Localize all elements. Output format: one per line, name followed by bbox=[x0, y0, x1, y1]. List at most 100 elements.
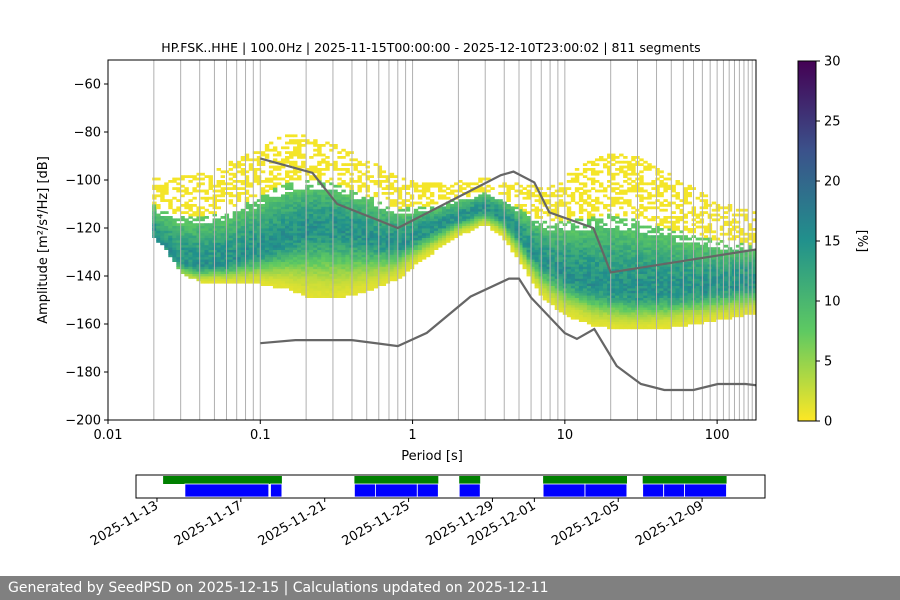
heatmap-cell bbox=[228, 230, 234, 234]
heatmap-cell bbox=[232, 165, 238, 169]
heatmap-cell bbox=[534, 271, 540, 274]
heatmap-cell bbox=[317, 278, 322, 282]
heatmap-cell bbox=[220, 278, 226, 282]
heatmap-cell bbox=[550, 235, 556, 238]
heatmap-cell bbox=[518, 213, 523, 217]
heatmap-cell bbox=[280, 146, 286, 150]
heatmap-cell bbox=[188, 273, 193, 277]
heatmap-cell bbox=[289, 206, 294, 210]
heatmap-cell bbox=[627, 288, 632, 291]
heatmap-cell bbox=[389, 256, 395, 260]
heatmap-cell bbox=[381, 252, 387, 255]
heatmap-cell bbox=[329, 266, 334, 270]
heatmap-cell bbox=[313, 295, 318, 298]
heatmap-cell bbox=[204, 259, 209, 262]
heatmap-cell bbox=[329, 292, 334, 296]
heatmap-cell bbox=[417, 194, 423, 198]
heatmap-cell bbox=[590, 283, 596, 286]
heatmap-cell bbox=[341, 213, 346, 217]
heatmap-cell bbox=[176, 182, 181, 186]
heatmap-cell bbox=[341, 194, 346, 198]
heatmap-cell bbox=[554, 189, 560, 193]
heatmap-cell bbox=[462, 216, 467, 219]
heatmap-cell bbox=[345, 151, 350, 154]
heatmap-cell bbox=[574, 218, 580, 222]
heatmap-cell bbox=[361, 220, 366, 224]
heatmap-cell bbox=[276, 278, 282, 282]
heatmap-cell bbox=[417, 235, 423, 238]
heatmap-cell bbox=[409, 244, 415, 248]
heatmap-cell bbox=[285, 278, 290, 282]
heatmap-cell bbox=[582, 268, 588, 272]
heatmap-cell bbox=[631, 307, 636, 310]
heatmap-cell bbox=[232, 280, 238, 284]
heatmap-cell bbox=[651, 288, 656, 291]
heatmap-cell bbox=[188, 242, 193, 246]
heatmap-cell bbox=[260, 170, 266, 174]
heatmap-cell bbox=[619, 196, 624, 200]
heatmap-cell bbox=[627, 295, 632, 298]
heatmap-cell bbox=[289, 254, 294, 258]
heatmap-cell bbox=[285, 175, 290, 178]
heatmap-cell bbox=[293, 240, 298, 243]
heatmap-cell bbox=[329, 288, 334, 291]
heatmap-cell bbox=[494, 225, 499, 229]
heatmap-cell bbox=[639, 235, 644, 238]
heatmap-cell bbox=[325, 160, 330, 164]
heatmap-cell bbox=[329, 264, 334, 267]
heatmap-cell bbox=[272, 184, 278, 188]
heatmap-cell bbox=[417, 256, 423, 260]
heatmap-cell bbox=[611, 302, 616, 306]
heatmap-cell bbox=[566, 232, 572, 236]
heatmap-cell bbox=[260, 280, 266, 284]
heatmap-cell bbox=[385, 184, 391, 188]
heatmap-cell bbox=[590, 292, 596, 296]
heatmap-cell bbox=[582, 192, 588, 195]
heatmap-cell bbox=[619, 168, 624, 171]
heatmap-cell bbox=[216, 189, 222, 193]
heatmap-cell bbox=[623, 266, 628, 270]
heatmap-cell bbox=[594, 206, 600, 210]
heatmap-cell bbox=[204, 192, 209, 195]
heatmap-cell bbox=[361, 254, 366, 258]
heatmap-cell bbox=[196, 184, 201, 188]
heatmap-cell bbox=[663, 276, 668, 279]
heatmap-cell bbox=[667, 319, 672, 322]
heatmap-cell bbox=[293, 235, 298, 238]
heatmap-cell bbox=[570, 273, 576, 277]
heatmap-cell bbox=[317, 177, 322, 181]
heatmap-cell bbox=[321, 288, 326, 291]
heatmap-cell bbox=[305, 216, 310, 219]
heatmap-cell bbox=[627, 304, 632, 308]
heatmap-cell bbox=[345, 182, 350, 186]
heatmap-cell bbox=[377, 247, 383, 250]
heatmap-cell bbox=[289, 266, 294, 270]
heatmap-cell bbox=[437, 187, 443, 190]
heatmap-cell bbox=[578, 187, 584, 190]
heatmap-cell bbox=[603, 163, 608, 166]
heatmap-cell bbox=[256, 244, 262, 248]
heatmap-cell bbox=[526, 240, 531, 243]
heatmap-cell bbox=[433, 244, 439, 248]
heatmap-cell bbox=[615, 213, 620, 217]
heatmap-cell bbox=[325, 141, 330, 145]
heatmap-cell bbox=[317, 220, 322, 224]
heatmap-cell bbox=[405, 237, 411, 241]
heatmap-cell bbox=[615, 230, 620, 234]
heatmap-cell bbox=[301, 192, 306, 195]
heatmap-cell bbox=[506, 242, 511, 246]
heatmap-cell bbox=[490, 213, 495, 217]
heatmap-cell bbox=[301, 242, 306, 246]
heatmap-cell bbox=[321, 276, 326, 279]
heatmap-cell bbox=[244, 252, 250, 255]
heatmap-cell bbox=[276, 240, 282, 243]
heatmap-cell bbox=[659, 218, 664, 222]
heatmap-cell bbox=[514, 240, 519, 243]
heatmap-cell bbox=[272, 146, 278, 150]
heatmap-cell bbox=[663, 204, 668, 207]
heatmap-cell bbox=[309, 194, 314, 198]
heatmap-cell bbox=[522, 216, 527, 219]
heatmap-cell bbox=[534, 273, 540, 277]
heatmap-cell bbox=[228, 237, 234, 241]
heatmap-cell bbox=[550, 208, 556, 212]
